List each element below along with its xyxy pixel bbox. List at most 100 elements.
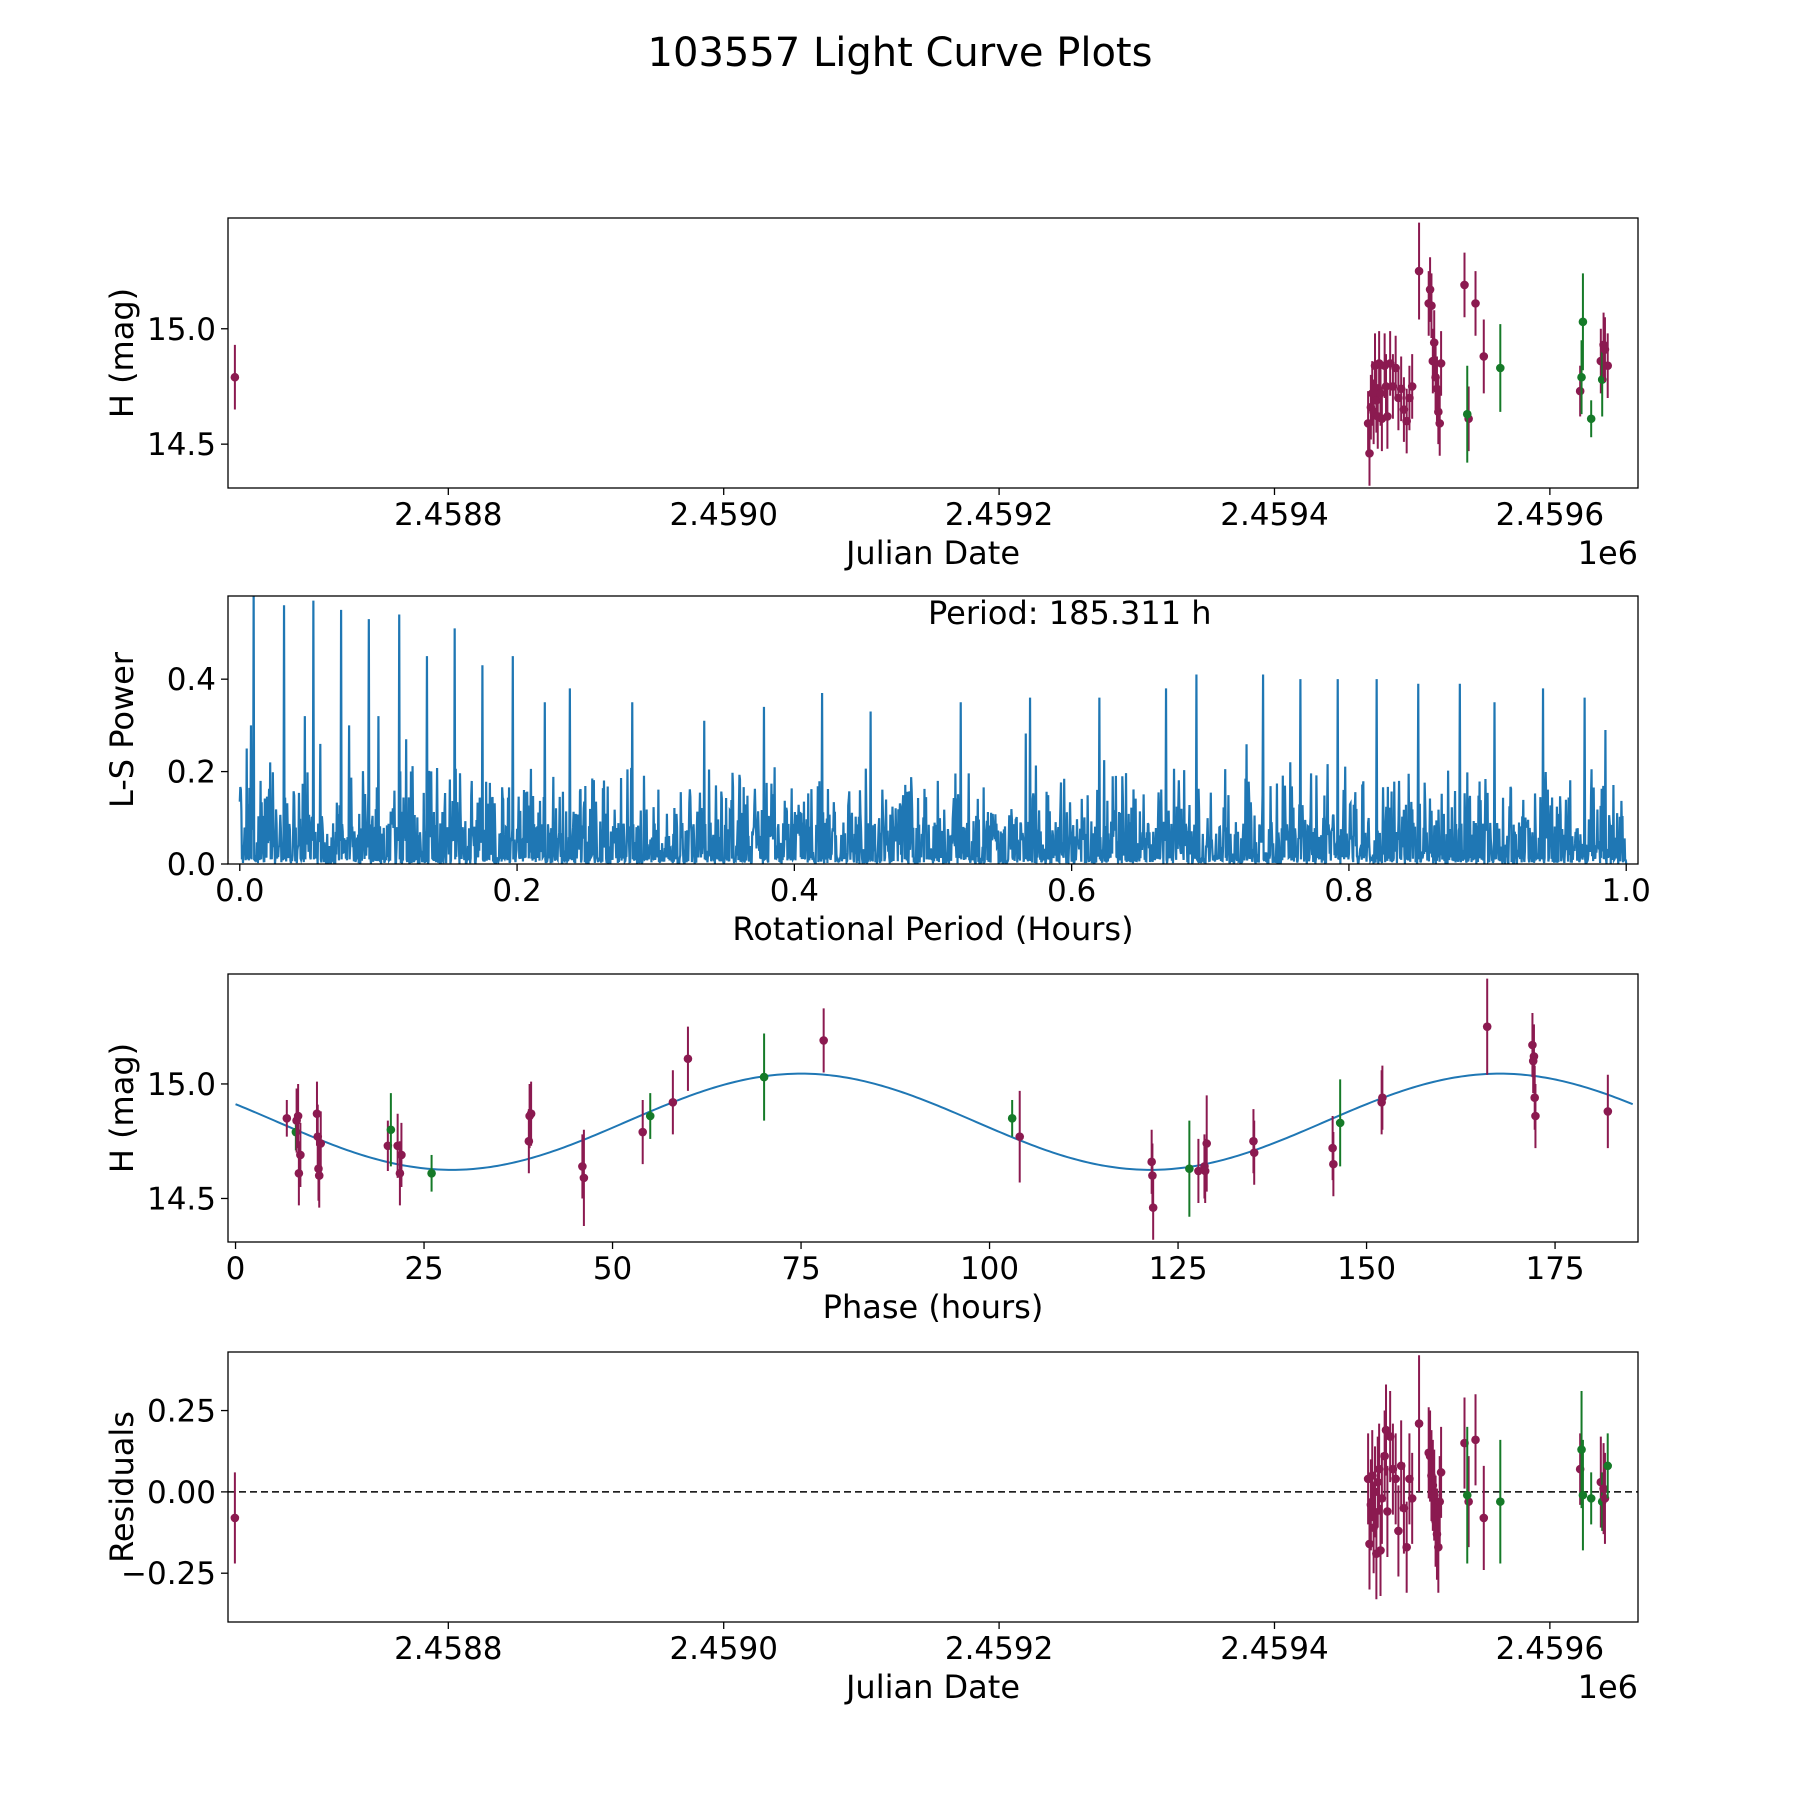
y-tick-label: 0.25 bbox=[147, 1394, 216, 1430]
data-point bbox=[1381, 1425, 1391, 1435]
data-point bbox=[1380, 1451, 1389, 1461]
data-point bbox=[1577, 1445, 1586, 1454]
data-point bbox=[1471, 299, 1480, 308]
data-point bbox=[1496, 363, 1505, 373]
data-point bbox=[1462, 409, 1472, 419]
data-point bbox=[1482, 1022, 1492, 1031]
data-point bbox=[1479, 1513, 1489, 1523]
data-point bbox=[1603, 361, 1613, 370]
data-point bbox=[1575, 386, 1585, 396]
data-point bbox=[1479, 352, 1489, 361]
x-tick-label: 2.4594 bbox=[1220, 497, 1328, 533]
x-tick-label: 100 bbox=[960, 1251, 1019, 1287]
data-point bbox=[1599, 1484, 1608, 1493]
data-point bbox=[1462, 1490, 1472, 1500]
axes-frame bbox=[227, 973, 1639, 1243]
data-point bbox=[294, 1168, 304, 1178]
x-tick-label: 0.0 bbox=[215, 873, 264, 909]
model-fit-curve bbox=[235, 1072, 1634, 1171]
data-point bbox=[1586, 1494, 1596, 1503]
data-point bbox=[1365, 1539, 1374, 1549]
y-axis-label: H (mag) bbox=[103, 1043, 141, 1173]
y-tick-label: −0.25 bbox=[121, 1556, 216, 1592]
x-tick-label: 25 bbox=[404, 1251, 443, 1287]
data-point bbox=[1603, 1107, 1613, 1116]
power-spectrum-line bbox=[238, 596, 1628, 864]
data-point bbox=[1434, 407, 1443, 417]
period-annotation: Period: 185.311 h bbox=[928, 594, 1212, 632]
y-tick-label: 15.0 bbox=[147, 1067, 216, 1103]
data-point bbox=[1194, 1166, 1203, 1176]
axes-frame bbox=[227, 595, 1639, 865]
data-point bbox=[1425, 285, 1435, 294]
data-point bbox=[1427, 301, 1436, 310]
data-point bbox=[1578, 317, 1588, 327]
x-tick-label: 1.0 bbox=[1602, 873, 1651, 909]
data-point bbox=[397, 1150, 406, 1160]
data-point bbox=[1249, 1148, 1259, 1157]
data-point bbox=[526, 1109, 536, 1119]
data-point bbox=[230, 372, 240, 382]
panel-light-curve: 2.4588 2.4590 2.4592 2.4594 2.4596 14.5 15.0 Ju… bbox=[103, 217, 1639, 572]
data-point bbox=[1586, 414, 1596, 424]
data-point bbox=[1394, 1526, 1403, 1536]
x-tick-label: 0 bbox=[226, 1251, 246, 1287]
data-point bbox=[1529, 1052, 1539, 1061]
x-tick-label: 150 bbox=[1337, 1251, 1396, 1287]
data-point bbox=[1007, 1114, 1017, 1123]
data-point bbox=[314, 1171, 324, 1180]
x-tick-label: 2.4594 bbox=[1220, 1631, 1328, 1667]
data-point bbox=[1391, 1474, 1400, 1484]
x-tick-label: 2.4590 bbox=[669, 1631, 777, 1667]
y-axis-label: Residuals bbox=[103, 1411, 141, 1563]
x-axis-label: Julian Date bbox=[844, 1668, 1020, 1706]
data-point bbox=[1148, 1203, 1158, 1212]
x-tick-label: 2.4588 bbox=[394, 1631, 502, 1667]
data-point bbox=[683, 1054, 693, 1064]
x-offset-label: 1e6 bbox=[1578, 534, 1638, 572]
data-point bbox=[1376, 389, 1385, 398]
data-point bbox=[1148, 1171, 1157, 1180]
data-point bbox=[1402, 1542, 1411, 1552]
y-tick-label: 0.0 bbox=[167, 847, 216, 883]
data-point bbox=[1373, 1477, 1383, 1487]
x-axis-label: Julian Date bbox=[844, 534, 1020, 572]
x-offset-label: 1e6 bbox=[1578, 1668, 1638, 1706]
plot-area bbox=[235, 978, 1634, 1240]
data-point bbox=[1378, 1093, 1387, 1102]
panel-residuals: 2.4588 2.4590 2.4592 2.4594 2.4596 0.25 0.00 −0… bbox=[103, 1351, 1639, 1706]
data-point bbox=[1383, 1507, 1392, 1516]
x-tick-label: 2.4592 bbox=[945, 1631, 1053, 1667]
x-tick-label: 0.2 bbox=[492, 873, 541, 909]
data-point bbox=[296, 1150, 305, 1160]
data-point bbox=[1496, 1497, 1505, 1506]
data-point bbox=[316, 1139, 326, 1148]
data-point bbox=[1335, 1118, 1345, 1128]
data-point bbox=[645, 1111, 655, 1121]
y-tick-label: 14.5 bbox=[147, 427, 216, 463]
data-point bbox=[1603, 1461, 1613, 1471]
y-axis-label: L-S Power bbox=[103, 651, 141, 808]
data-point bbox=[1202, 1139, 1212, 1148]
y-tick-label: 0.00 bbox=[147, 1475, 216, 1511]
data-point bbox=[1414, 266, 1424, 276]
data-point bbox=[1329, 1159, 1338, 1169]
data-point bbox=[759, 1072, 769, 1082]
x-tick-label: 0.8 bbox=[1324, 873, 1373, 909]
data-point bbox=[1407, 382, 1417, 391]
data-point bbox=[1376, 1546, 1385, 1555]
data-point bbox=[1434, 1542, 1443, 1552]
data-point bbox=[230, 1513, 240, 1523]
axes-frame bbox=[227, 1351, 1639, 1623]
panel-phase-folded: 0 25 50 75 100 125 150 175 14.5 15.0 Phase (hours)… bbox=[103, 973, 1639, 1326]
data-point bbox=[578, 1162, 587, 1171]
x-axis-label: Phase (hours) bbox=[823, 1288, 1044, 1326]
data-point bbox=[1577, 372, 1586, 382]
data-point bbox=[819, 1036, 828, 1045]
data-point bbox=[1414, 1419, 1424, 1428]
data-point bbox=[1436, 1468, 1446, 1477]
data-point bbox=[395, 1168, 405, 1178]
plot-area bbox=[230, 222, 1613, 486]
y-axis-label: H (mag) bbox=[103, 288, 141, 418]
